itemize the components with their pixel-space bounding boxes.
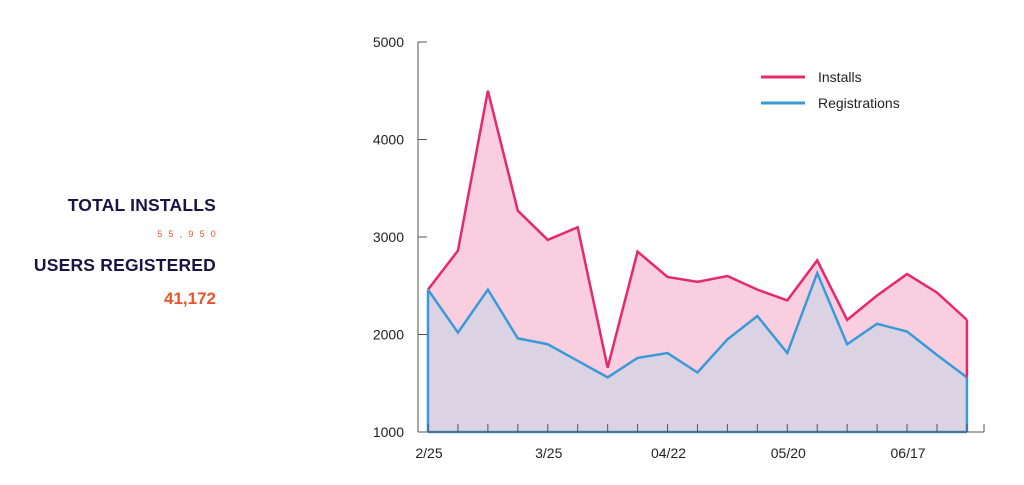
users-registered-label: USERS REGISTERED: [33, 255, 216, 275]
summary-panel: TOTAL INSTALLS 55,950 USERS REGISTERED 4…: [0, 0, 216, 485]
legend-label-installs: Installs: [818, 69, 862, 85]
x-tick-label: 05/20: [771, 445, 806, 461]
total-installs-value: 55,950: [157, 229, 222, 239]
y-tick-label: 3000: [373, 229, 404, 245]
users-registered-value: 41,172: [164, 289, 216, 308]
chart-areas: [428, 90, 967, 432]
chart-legend: Installs Registrations: [761, 69, 900, 111]
total-installs-label: TOTAL INSTALLS: [67, 195, 216, 215]
series-line-installs: [427, 90, 968, 368]
y-tick-label: 1000: [373, 424, 404, 440]
y-tick-label: 2000: [373, 327, 404, 343]
series-line-registrations: [426, 269, 968, 379]
y-tick-label: 4000: [373, 132, 404, 148]
x-tick-label: 3/25: [535, 445, 562, 461]
x-tick-label: 06/17: [891, 445, 926, 461]
legend-label-registrations: Registrations: [818, 95, 900, 111]
registrations-area: [428, 273, 967, 432]
x-tick-label: 04/22: [651, 445, 686, 461]
y-tick-label: 5000: [373, 34, 404, 50]
chart-axes: 1000 2000 3000 4000 5000 2/25 3/25 04/22 05/20 06…: [373, 34, 985, 461]
x-tick-label: 2/25: [415, 445, 442, 461]
